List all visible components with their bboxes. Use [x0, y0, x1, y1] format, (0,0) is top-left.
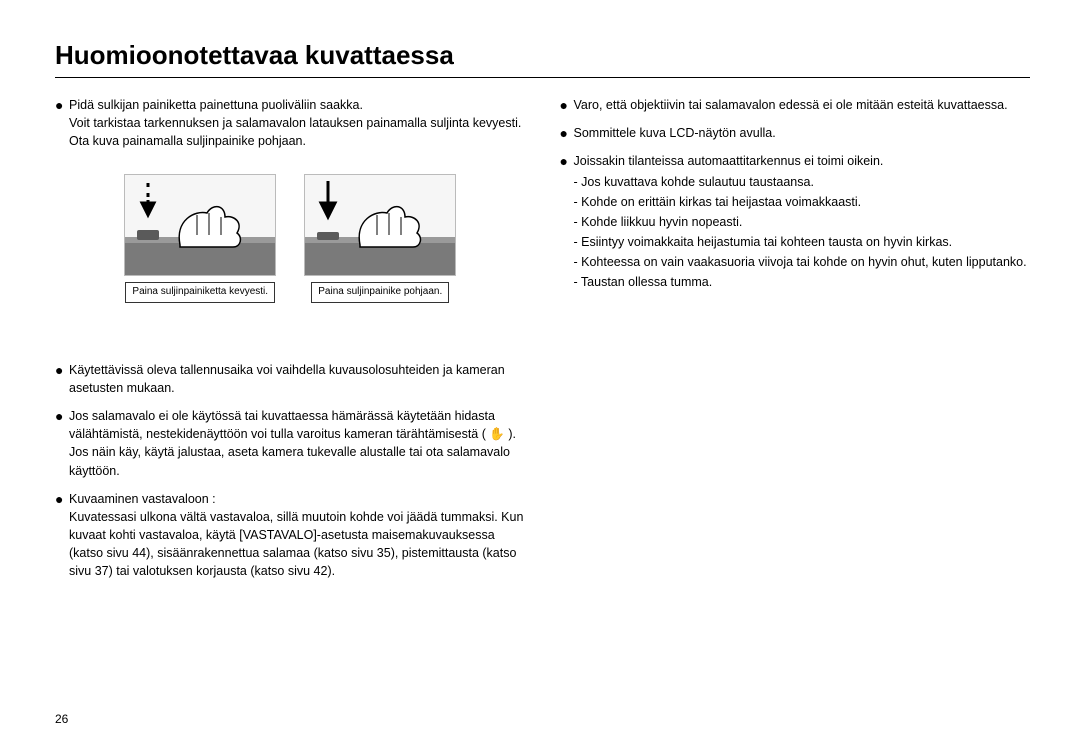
sub-item: - Jos kuvattava kohde sulautuu taustaans…: [574, 173, 1031, 191]
sub-item: - Esiintyy voimakkaita heijastumia tai k…: [574, 233, 1031, 251]
figure-caption-right: Paina suljinpainike pohjaan.: [311, 282, 449, 303]
page: Huomioonotettavaa kuvattaessa ● Pidä sul…: [0, 0, 1080, 746]
bullet-text: Käytettävissä oleva tallennusaika voi va…: [69, 361, 526, 397]
para-text: Pidä sulkijan painiketta painettuna puol…: [69, 96, 526, 114]
sub-item: - Kohde on erittäin kirkas tai heijastaa…: [574, 193, 1031, 211]
page-title: Huomioonotettavaa kuvattaessa: [55, 40, 1030, 78]
bullet-text: Jos salamavalo ei ole käytössä tai kuvat…: [69, 407, 526, 480]
para-more: Kuvatessasi ulkona vältä vastavaloa, sil…: [69, 508, 526, 581]
para-more: Voit tarkistaa tarkennuksen ja salamaval…: [69, 114, 526, 150]
para-text: Joissakin tilanteissa automaattitarkennu…: [574, 152, 1031, 170]
sub-item: - Kohde liikkuu hyvin nopeasti.: [574, 213, 1031, 231]
figure-row: Paina suljinpainiketta kevyesti.: [55, 174, 526, 303]
sub-item: - Taustan ollessa tumma.: [574, 273, 1031, 291]
bullet-text: Varo, että objektiivin tai salamavalon e…: [574, 96, 1031, 114]
bullet-item: ● Sommittele kuva LCD-näytön avulla.: [560, 124, 1031, 142]
bullet-icon: ●: [560, 96, 574, 114]
bullet-item: ● Pidä sulkijan painiketta painettuna pu…: [55, 96, 526, 150]
right-column: ● Varo, että objektiivin tai salamavalon…: [560, 96, 1031, 590]
page-number: 26: [55, 712, 68, 726]
bullet-text: Pidä sulkijan painiketta painettuna puol…: [69, 96, 526, 150]
bullet-item: ● Kuvaaminen vastavaloon : Kuvatessasi u…: [55, 490, 526, 581]
figure-right: Paina suljinpainike pohjaan.: [304, 174, 456, 303]
left-column: ● Pidä sulkijan painiketta painettuna pu…: [55, 96, 526, 590]
bullet-icon: ●: [55, 407, 69, 480]
bullet-item: ● Käytettävissä oleva tallennusaika voi …: [55, 361, 526, 397]
illustration-press-full: [304, 174, 456, 276]
bullet-item: ● Joissakin tilanteissa automaattitarken…: [560, 152, 1031, 291]
bullet-item: ● Jos salamavalo ei ole käytössä tai kuv…: [55, 407, 526, 480]
bullet-item: ● Varo, että objektiivin tai salamavalon…: [560, 96, 1031, 114]
bullet-icon: ●: [55, 96, 69, 150]
bullet-icon: ●: [55, 361, 69, 397]
bullet-icon: ●: [55, 490, 69, 581]
bullet-text: Joissakin tilanteissa automaattitarkennu…: [574, 152, 1031, 291]
bullet-icon: ●: [560, 152, 574, 291]
bullet-text: Kuvaaminen vastavaloon : Kuvatessasi ulk…: [69, 490, 526, 581]
sub-item: - Kohteessa on vain vaakasuoria viivoja …: [574, 253, 1031, 271]
bullet-text: Sommittele kuva LCD-näytön avulla.: [574, 124, 1031, 142]
bullet-icon: ●: [560, 124, 574, 142]
illustration-press-light: [124, 174, 276, 276]
figure-left: Paina suljinpainiketta kevyesti.: [124, 174, 276, 303]
figure-caption-left: Paina suljinpainiketta kevyesti.: [125, 282, 275, 303]
columns: ● Pidä sulkijan painiketta painettuna pu…: [55, 96, 1030, 590]
para-text: Kuvaaminen vastavaloon :: [69, 490, 526, 508]
